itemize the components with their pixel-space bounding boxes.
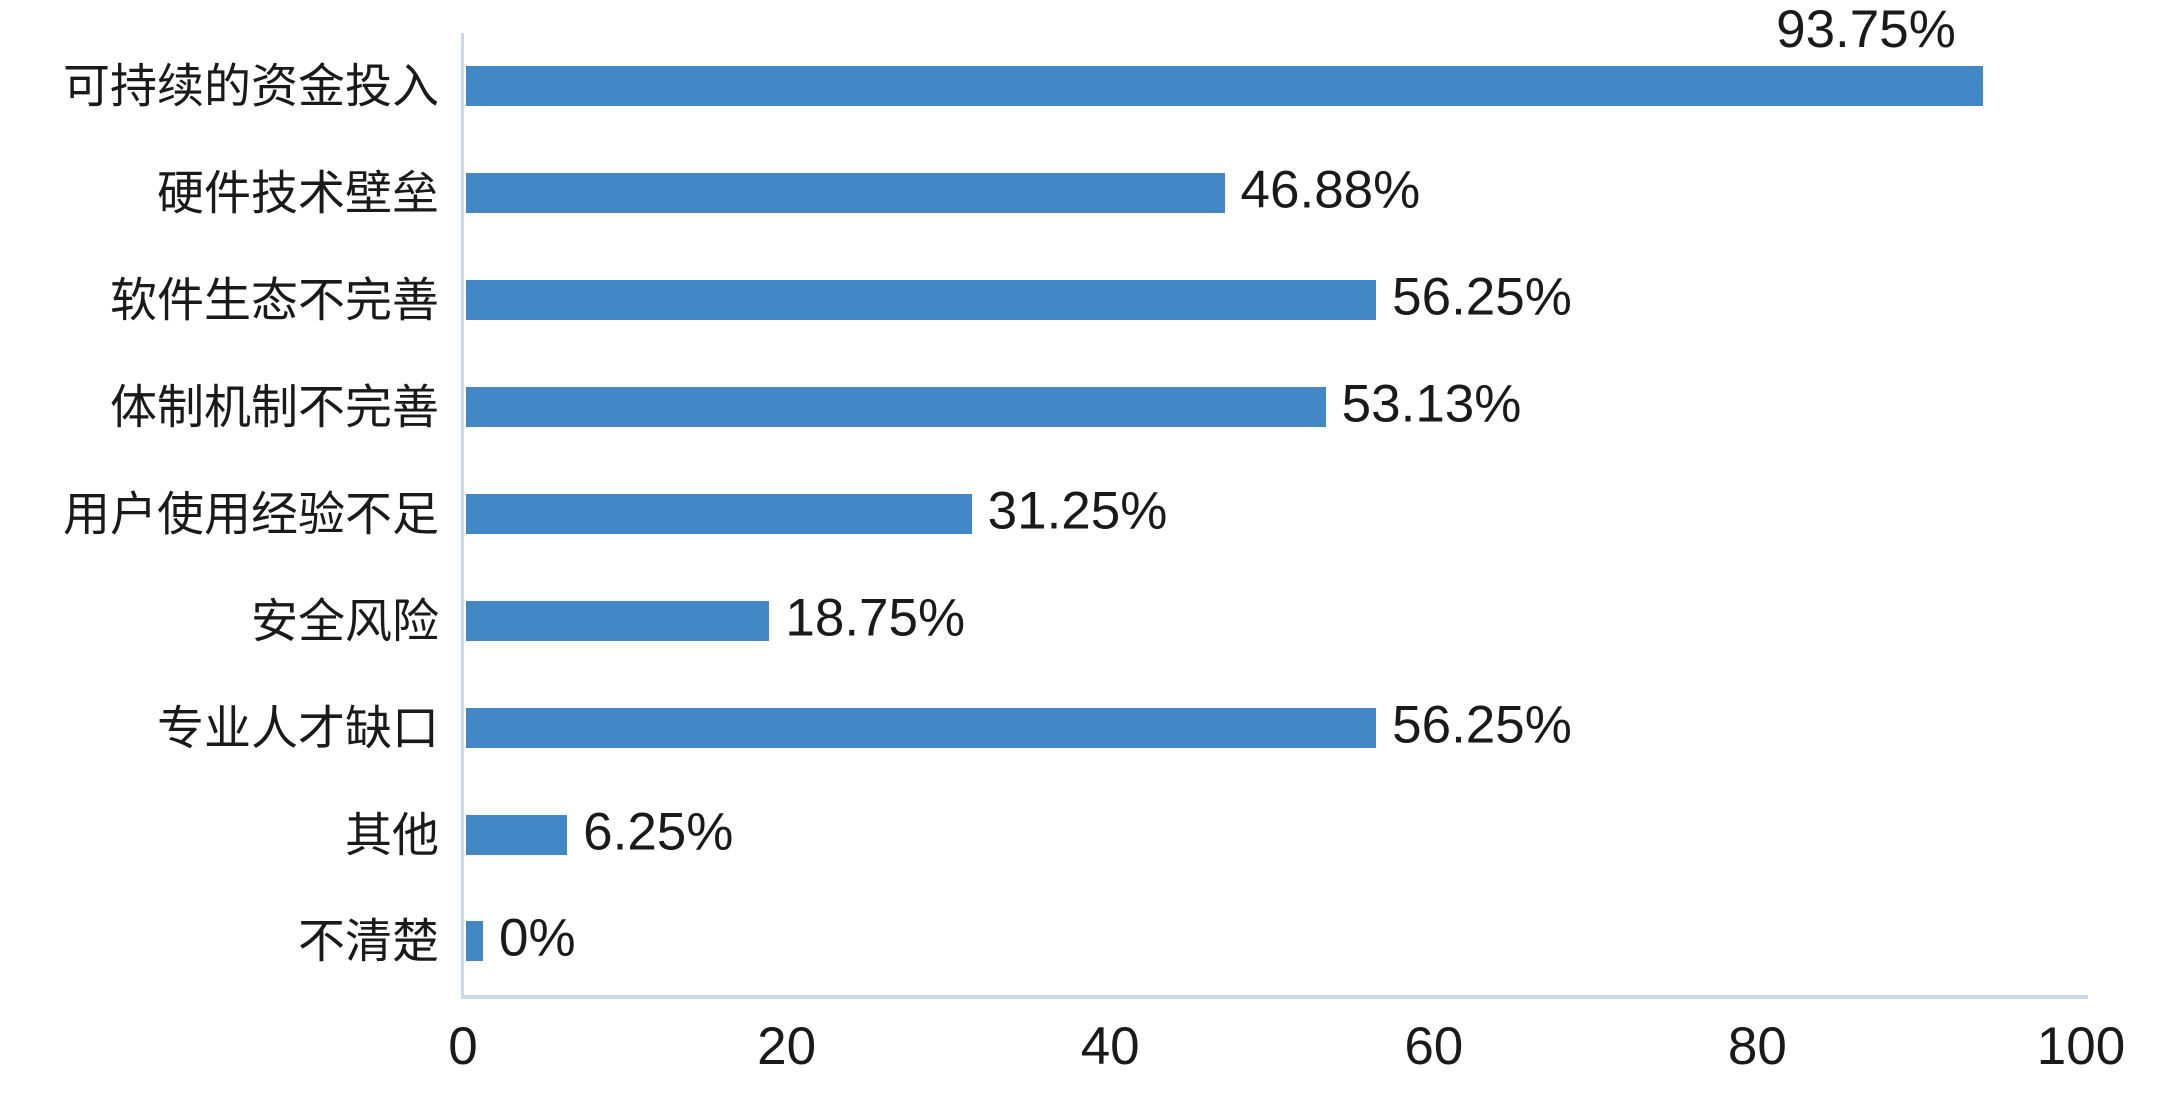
x-tick: 0 bbox=[448, 1017, 478, 1076]
value-label: 56.25% bbox=[1392, 267, 1572, 327]
chart-row: 安全风险 18.75% bbox=[251, 567, 2088, 674]
x-tick: 20 bbox=[757, 1017, 817, 1076]
bar bbox=[466, 921, 483, 962]
plot-area: 可持续的资金投入 93.75% 硬件技术壁垒 46.88% 软件生态不完善 56.25% 体… bbox=[63, 3, 2088, 999]
x-tick: 100 bbox=[2036, 1017, 2126, 1076]
category-label: 体制机制不完善 bbox=[110, 380, 439, 434]
category-label: 可持续的资金投入 bbox=[63, 59, 439, 113]
bar bbox=[466, 387, 1326, 428]
category-label: 用户使用经验不足 bbox=[63, 487, 439, 541]
category-label: 硬件技术壁垒 bbox=[157, 166, 439, 220]
value-label: 6.25% bbox=[583, 801, 734, 861]
category-label: 不清楚 bbox=[298, 914, 439, 968]
chart-row: 软件生态不完善 56.25% bbox=[110, 247, 2088, 354]
bar bbox=[466, 173, 1225, 214]
value-label: 31.25% bbox=[987, 481, 1168, 541]
value-label: 0% bbox=[499, 908, 576, 968]
bar bbox=[466, 600, 770, 641]
bar bbox=[466, 280, 1377, 321]
chart-row: 其他 6.25% bbox=[345, 781, 2088, 888]
x-tick: 40 bbox=[1080, 1017, 1140, 1076]
bar bbox=[466, 493, 972, 534]
chart-row: 硬件技术壁垒 46.88% bbox=[157, 140, 2088, 247]
value-label: 93.75% bbox=[1776, 0, 1956, 60]
chart-row: 不清楚 0% bbox=[298, 888, 2088, 995]
category-label: 专业人才缺口 bbox=[157, 701, 439, 755]
bar bbox=[466, 66, 1983, 107]
category-label: 软件生态不完善 bbox=[110, 273, 439, 327]
bar bbox=[466, 814, 568, 855]
value-label: 53.13% bbox=[1341, 374, 1522, 434]
category-label: 其他 bbox=[345, 808, 439, 862]
value-label: 18.75% bbox=[785, 588, 966, 648]
category-label: 安全风险 bbox=[251, 594, 439, 648]
chart-row: 体制机制不完善 53.13% bbox=[110, 354, 2088, 461]
x-tick: 60 bbox=[1404, 1017, 1464, 1076]
x-axis: 0 20 40 60 80 100 bbox=[448, 1008, 2125, 1088]
chart-rows: 可持续的资金投入 93.75% 硬件技术壁垒 46.88% 软件生态不完善 56.25% 体… bbox=[63, 3, 2088, 995]
value-label: 56.25% bbox=[1392, 695, 1572, 755]
bar bbox=[466, 707, 1377, 748]
chart-row: 专业人才缺口 56.25% bbox=[157, 674, 2088, 781]
x-tick: 80 bbox=[1727, 1017, 1787, 1076]
chart-row: 用户使用经验不足 31.25% bbox=[63, 461, 2088, 568]
value-label: 46.88% bbox=[1240, 160, 1421, 220]
chart-row: 可持续的资金投入 93.75% bbox=[63, 3, 2088, 140]
